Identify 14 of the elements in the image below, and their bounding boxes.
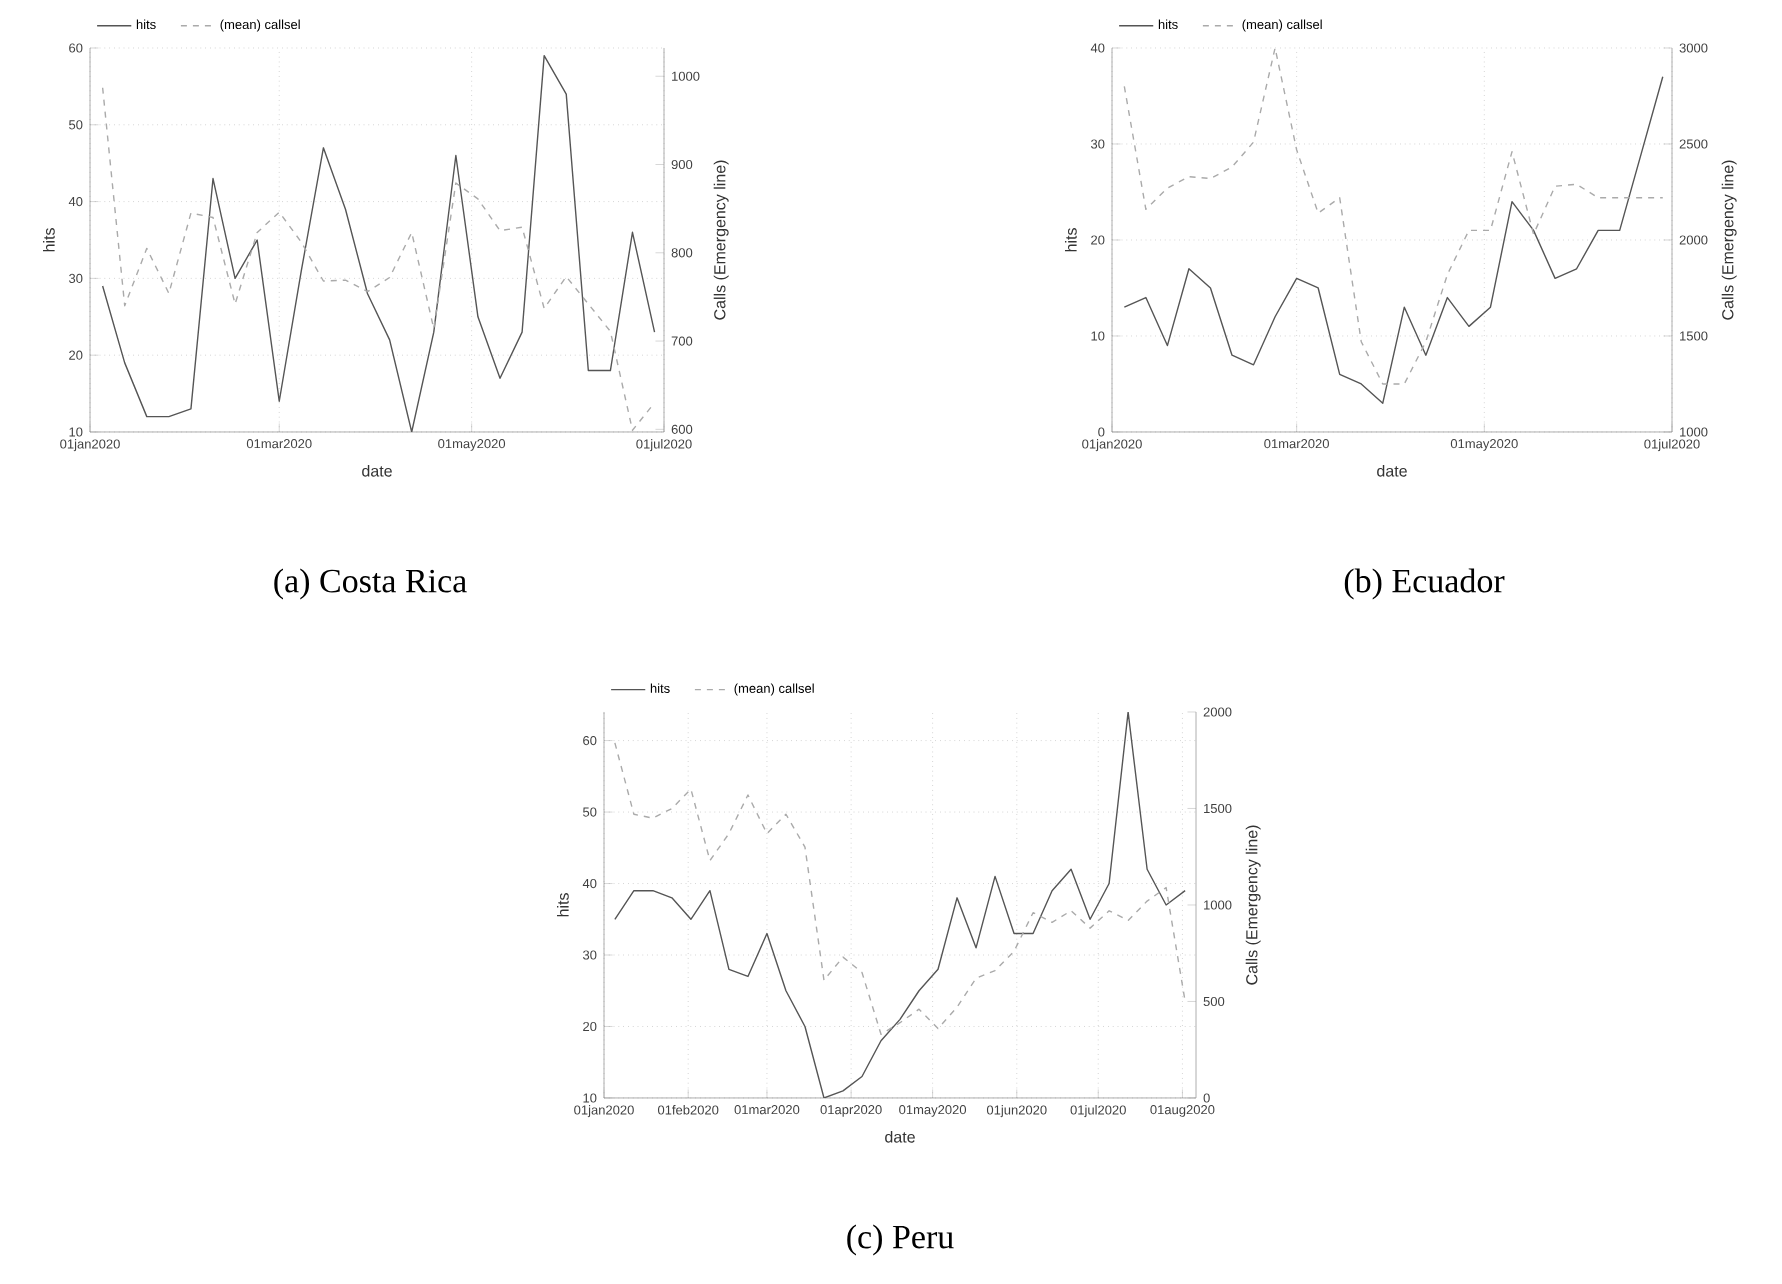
line-series xyxy=(614,711,1186,1098)
y-axis-title: hits xyxy=(1064,228,1077,252)
y2-axis-title: Calls (Emergency line) xyxy=(1245,825,1261,985)
text: (a) Costa Rica xyxy=(274,568,467,600)
y2-axis-title: Calls (Emergency line) xyxy=(713,160,729,320)
line-series xyxy=(614,742,1186,1035)
x-axis-title: date xyxy=(362,464,392,477)
y2-axis-title: Calls (Emergency line) xyxy=(1721,160,1737,320)
y-axis-title: hits xyxy=(557,893,569,917)
text: (b) Ecuador xyxy=(1344,568,1505,600)
y-axis-title: hits xyxy=(43,228,55,252)
x-axis-title: date xyxy=(885,1130,915,1143)
text: (c) Peru xyxy=(847,1224,954,1256)
x-axis-title: date xyxy=(1377,464,1407,477)
